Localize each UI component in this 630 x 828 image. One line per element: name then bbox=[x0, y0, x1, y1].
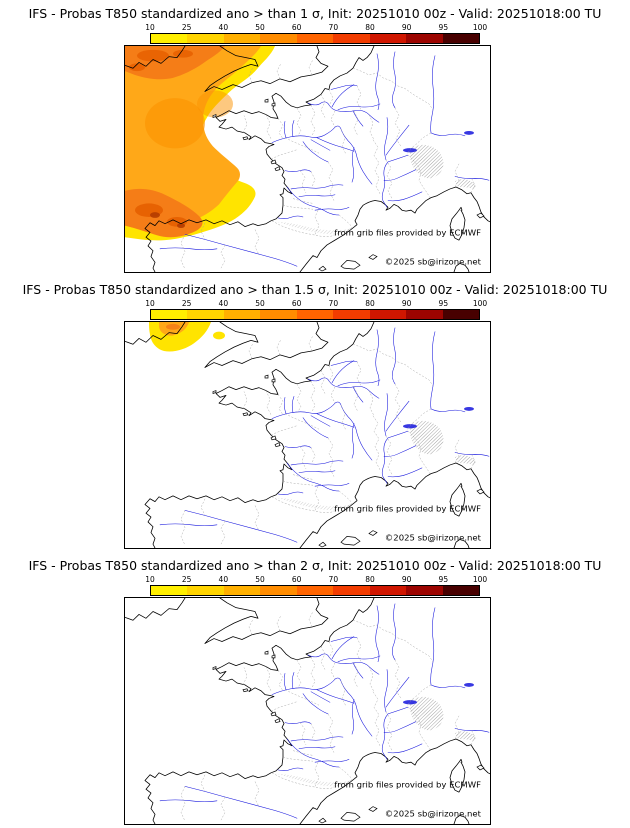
colorbar-tick: 60 bbox=[291, 299, 302, 308]
colorbar-tick: 40 bbox=[218, 23, 229, 32]
colorbar-segment bbox=[187, 34, 224, 43]
attribution-source: from grib files provided by ECMWF bbox=[334, 779, 481, 789]
colorbar-tick: 70 bbox=[328, 575, 339, 584]
colorbar-tick: 10 bbox=[145, 575, 155, 584]
colorbar-segment bbox=[151, 34, 188, 43]
colorbar-tick: 100 bbox=[472, 575, 488, 584]
overlay-texture-blob bbox=[145, 98, 205, 149]
overlay-texture-blob bbox=[197, 90, 233, 118]
probability-map: from grib files provided by ECMWF ©2025 … bbox=[124, 321, 491, 549]
colorbar-tick: 100 bbox=[472, 23, 488, 32]
colorbar: 10 25 40 50 60 70 80 90 95 100 bbox=[145, 23, 487, 44]
colorbar-segment bbox=[296, 34, 334, 43]
overlay-red-brown-spot bbox=[150, 212, 160, 218]
colorbar-segment bbox=[333, 310, 370, 319]
colorbar-segment bbox=[406, 310, 443, 319]
colorbar-tick: 80 bbox=[365, 23, 375, 32]
colorbar-segment bbox=[442, 310, 479, 319]
colorbar-segment bbox=[223, 586, 261, 595]
colorbar: 10 25 40 50 60 70 80 90 95 100 bbox=[145, 575, 487, 596]
colorbar-segment bbox=[260, 34, 297, 43]
colorbar-bar bbox=[150, 309, 480, 320]
colorbar-segment bbox=[369, 310, 407, 319]
colorbar-ticks: 10 25 40 50 60 70 80 90 95 100 bbox=[145, 23, 487, 32]
colorbar-segment bbox=[223, 310, 261, 319]
colorbar-segment bbox=[442, 586, 479, 595]
panel-title: IFS - Probas T850 standardized ano > tha… bbox=[22, 282, 608, 297]
forecast-panel-1p5sigma: IFS - Probas T850 standardized ano > tha… bbox=[0, 276, 630, 552]
attribution-source: from grib files provided by ECMWF bbox=[334, 503, 481, 513]
colorbar-tick: 90 bbox=[401, 299, 412, 308]
colorbar-tick: 50 bbox=[255, 23, 265, 32]
colorbar-segment bbox=[333, 34, 370, 43]
overlay-dark-orange-spot bbox=[166, 323, 180, 330]
colorbar-segment bbox=[369, 34, 407, 43]
colorbar: 10 25 40 50 60 70 80 90 95 100 bbox=[145, 299, 487, 320]
panel-title: IFS - Probas T850 standardized ano > tha… bbox=[28, 558, 602, 573]
colorbar-tick: 60 bbox=[291, 575, 302, 584]
probability-map: from grib files provided by ECMWF ©2025 … bbox=[124, 45, 491, 273]
colorbar-tick: 80 bbox=[365, 299, 375, 308]
colorbar-segment bbox=[151, 310, 188, 319]
colorbar-tick: 70 bbox=[328, 23, 339, 32]
panel-title: IFS - Probas T850 standardized ano > tha… bbox=[28, 6, 602, 21]
colorbar-segment bbox=[296, 586, 334, 595]
colorbar-tick: 10 bbox=[145, 299, 155, 308]
probability-overlay bbox=[149, 322, 225, 352]
colorbar-tick: 95 bbox=[438, 23, 449, 32]
colorbar-segment bbox=[369, 586, 407, 595]
colorbar-tick: 100 bbox=[472, 299, 488, 308]
colorbar-tick: 50 bbox=[255, 575, 265, 584]
colorbar-ticks: 10 25 40 50 60 70 80 90 95 100 bbox=[145, 575, 487, 584]
colorbar-segment bbox=[260, 310, 297, 319]
basemap bbox=[125, 598, 490, 824]
forecast-panel-1sigma: IFS - Probas T850 standardized ano > tha… bbox=[0, 0, 630, 276]
colorbar-segment bbox=[187, 586, 224, 595]
colorbar-tick: 95 bbox=[438, 575, 449, 584]
colorbar-tick: 50 bbox=[255, 299, 265, 308]
colorbar-tick: 25 bbox=[181, 23, 192, 32]
overlay-deep-orange-spot bbox=[173, 49, 193, 58]
colorbar-tick: 40 bbox=[218, 299, 229, 308]
colorbar-bar bbox=[150, 585, 480, 596]
overlay-deep-orange-spot bbox=[129, 63, 145, 72]
overlay-deep-orange-spot bbox=[137, 49, 169, 62]
colorbar-ticks: 10 25 40 50 60 70 80 90 95 100 bbox=[145, 299, 487, 308]
colorbar-segment bbox=[333, 586, 370, 595]
probability-map: from grib files provided by ECMWF ©2025 … bbox=[124, 597, 491, 825]
colorbar-segment bbox=[406, 34, 443, 43]
colorbar-tick: 25 bbox=[181, 299, 192, 308]
attribution-copyright: ©2025 sb@irizone.net bbox=[385, 532, 482, 542]
colorbar-segment bbox=[442, 34, 479, 43]
colorbar-tick: 10 bbox=[145, 23, 155, 32]
colorbar-segment bbox=[406, 586, 443, 595]
probability-overlay bbox=[125, 46, 275, 241]
colorbar-tick: 80 bbox=[365, 575, 375, 584]
colorbar-segment bbox=[187, 310, 224, 319]
colorbar-tick: 40 bbox=[218, 575, 229, 584]
attribution-copyright: ©2025 sb@irizone.net bbox=[385, 256, 482, 266]
colorbar-segment bbox=[260, 586, 297, 595]
attribution-copyright: ©2025 sb@irizone.net bbox=[385, 808, 482, 818]
forecast-panel-2sigma: IFS - Probas T850 standardized ano > tha… bbox=[0, 552, 630, 828]
attribution-source: from grib files provided by ECMWF bbox=[334, 227, 481, 237]
colorbar-segment bbox=[223, 34, 261, 43]
colorbar-tick: 70 bbox=[328, 299, 339, 308]
overlay-yellow-speck bbox=[213, 331, 225, 340]
colorbar-tick: 95 bbox=[438, 299, 449, 308]
colorbar-tick: 25 bbox=[181, 575, 192, 584]
basemap bbox=[125, 322, 490, 548]
colorbar-segment bbox=[151, 586, 188, 595]
colorbar-tick: 90 bbox=[401, 575, 412, 584]
overlay-red-brown-spot bbox=[177, 223, 185, 229]
colorbar-tick: 60 bbox=[291, 23, 302, 32]
colorbar-bar bbox=[150, 33, 480, 44]
colorbar-tick: 90 bbox=[401, 23, 412, 32]
colorbar-segment bbox=[296, 310, 334, 319]
